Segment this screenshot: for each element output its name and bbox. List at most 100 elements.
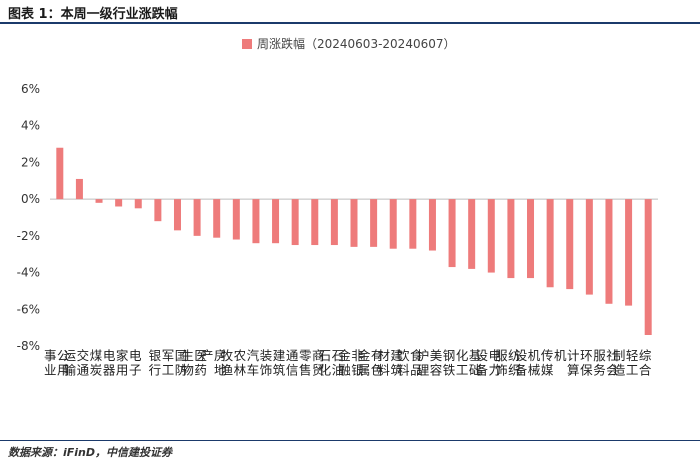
bar: [605, 199, 613, 304]
svg-text:通: 通: [77, 363, 90, 378]
y-tick-label: 2%: [21, 155, 40, 169]
svg-text:合: 合: [639, 363, 652, 378]
svg-text:非: 非: [351, 348, 364, 363]
bar: [154, 199, 162, 222]
svg-text:牧: 牧: [221, 348, 234, 363]
bar: [625, 199, 633, 306]
svg-text:石: 石: [332, 348, 345, 363]
category-label: 传媒: [541, 348, 554, 378]
figure-title: 图表 1：本周一级行业涨跌幅: [8, 7, 178, 22]
svg-text:材: 材: [377, 348, 390, 363]
bar-chart: 周涨跌幅（20240603-20240607） 6% 4% 2% 0% -2% -4% -6…: [17, 36, 658, 378]
svg-text:社: 社: [606, 348, 619, 363]
svg-text:筑: 筑: [273, 363, 286, 378]
svg-text:地: 地: [214, 363, 227, 378]
svg-text:色: 色: [371, 363, 384, 378]
y-axis: 6% 4% 2% 0% -2% -4% -6% -8%: [17, 82, 40, 353]
svg-text:产: 产: [201, 348, 214, 363]
category-label: 汽车: [247, 348, 260, 378]
svg-text:银: 银: [351, 363, 364, 378]
svg-text:饰: 饰: [260, 363, 273, 378]
bar: [468, 199, 476, 269]
svg-text:器: 器: [103, 363, 116, 378]
svg-text:军: 军: [162, 348, 175, 363]
svg-text:料: 料: [377, 363, 390, 378]
category-label: 房地产: [201, 348, 227, 378]
bar: [311, 199, 319, 246]
bar: [252, 199, 260, 244]
svg-text:护: 护: [417, 348, 430, 363]
svg-text:金: 金: [338, 348, 351, 363]
legend-swatch: [242, 39, 252, 49]
svg-text:环: 环: [580, 348, 593, 363]
bar: [448, 199, 456, 268]
svg-text:建: 建: [273, 348, 286, 363]
svg-text:防: 防: [175, 363, 188, 378]
svg-text:有: 有: [371, 348, 384, 363]
svg-text:基: 基: [469, 348, 482, 363]
svg-text:林: 林: [234, 363, 247, 378]
svg-text:综: 综: [639, 348, 652, 363]
svg-text:事: 事: [44, 348, 57, 363]
svg-text:信: 信: [286, 363, 299, 378]
category-label: 环保: [580, 348, 593, 378]
svg-text:金: 金: [358, 348, 371, 363]
bar: [232, 199, 240, 240]
bar: [95, 199, 103, 203]
bar: [291, 199, 299, 246]
svg-text:渔: 渔: [221, 363, 234, 378]
title-rule: [0, 22, 700, 24]
svg-text:电: 电: [489, 348, 502, 363]
svg-text:务: 务: [593, 363, 606, 378]
legend-label: 周涨跌幅（20240603-20240607）: [257, 36, 456, 51]
svg-text:力: 力: [489, 363, 502, 378]
svg-text:业: 业: [44, 363, 57, 378]
svg-text:运: 运: [64, 348, 77, 363]
svg-text:用: 用: [116, 363, 129, 378]
svg-text:煤: 煤: [90, 348, 103, 363]
category-label: 煤炭: [90, 348, 103, 378]
y-tick-label: 4%: [21, 119, 40, 133]
category-label: 银行: [149, 348, 162, 378]
svg-text:装: 装: [260, 348, 273, 363]
svg-text:输: 输: [64, 363, 77, 378]
svg-text:容: 容: [430, 363, 443, 378]
svg-text:媒: 媒: [541, 363, 554, 378]
bar: [56, 147, 64, 200]
svg-text:子: 子: [129, 363, 142, 378]
svg-text:车: 车: [247, 363, 260, 378]
svg-text:物: 物: [181, 363, 194, 378]
svg-text:国: 国: [175, 348, 188, 363]
svg-text:饮: 饮: [397, 348, 410, 363]
svg-text:医: 医: [194, 348, 207, 363]
source-note: 数据来源：iFinD，中信建投证券: [8, 446, 173, 459]
y-tick-label: 0%: [21, 192, 40, 206]
svg-text:用: 用: [57, 363, 70, 378]
svg-text:品: 品: [410, 363, 423, 378]
svg-text:设: 设: [476, 348, 489, 363]
svg-text:炭: 炭: [90, 363, 103, 378]
svg-text:设: 设: [515, 348, 528, 363]
bar: [75, 178, 83, 200]
svg-text:械: 械: [528, 363, 541, 378]
svg-text:食: 食: [410, 348, 423, 363]
svg-text:银: 银: [149, 348, 162, 363]
svg-text:交: 交: [77, 348, 90, 363]
svg-text:纺: 纺: [508, 348, 521, 363]
svg-text:建: 建: [390, 348, 403, 363]
svg-text:零: 零: [299, 348, 312, 363]
svg-text:料: 料: [397, 363, 410, 378]
svg-text:铁: 铁: [443, 363, 456, 378]
bars: [56, 147, 652, 335]
svg-text:化: 化: [319, 363, 332, 378]
